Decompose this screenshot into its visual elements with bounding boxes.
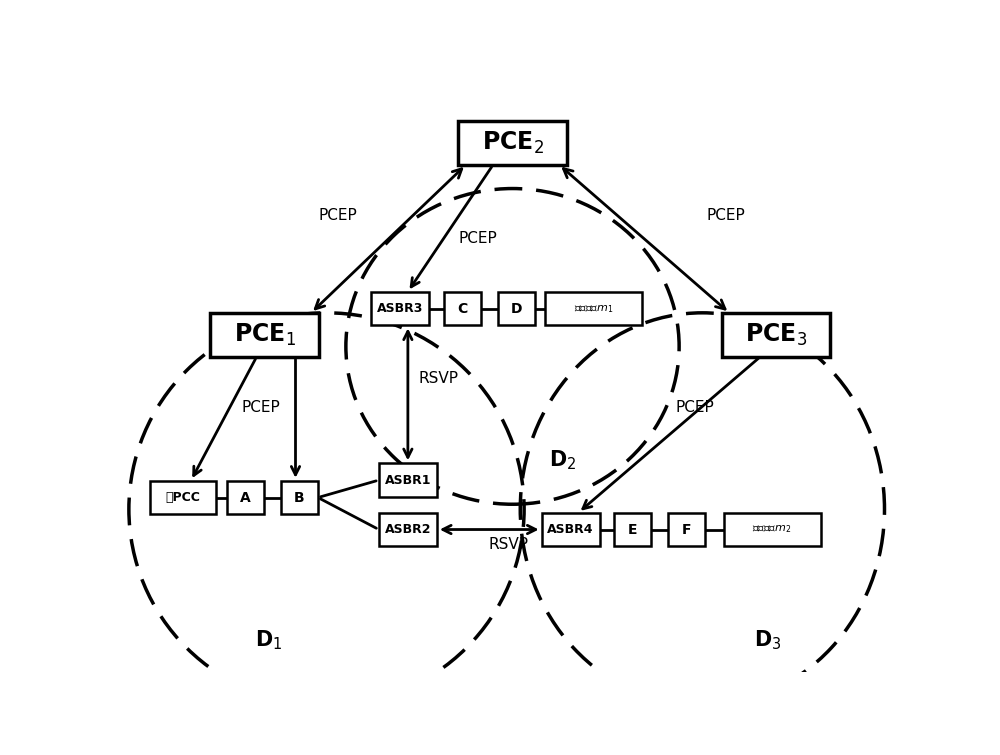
Text: $\mathbf{D}_1$: $\mathbf{D}_1$	[255, 628, 282, 652]
FancyBboxPatch shape	[210, 313, 319, 356]
FancyBboxPatch shape	[545, 291, 642, 325]
Text: $\mathbf{D}_3$: $\mathbf{D}_3$	[754, 628, 782, 652]
FancyBboxPatch shape	[724, 513, 821, 547]
Text: $\mathbf{PCE}_2$: $\mathbf{PCE}_2$	[482, 130, 543, 156]
Text: ASBR3: ASBR3	[377, 302, 423, 315]
FancyBboxPatch shape	[150, 481, 216, 514]
Text: A: A	[240, 491, 250, 504]
Text: C: C	[457, 301, 467, 316]
Text: B: B	[294, 491, 305, 504]
Text: $\mathbf{PCE}_1$: $\mathbf{PCE}_1$	[234, 322, 295, 348]
FancyBboxPatch shape	[668, 513, 705, 547]
FancyBboxPatch shape	[379, 513, 437, 547]
Text: 目的节点$m_2$: 目的节点$m_2$	[752, 524, 792, 535]
FancyBboxPatch shape	[281, 481, 318, 514]
Text: PCEP: PCEP	[458, 231, 497, 246]
Text: PCEP: PCEP	[319, 208, 358, 223]
Text: ASBR1: ASBR1	[385, 473, 431, 487]
FancyBboxPatch shape	[498, 291, 535, 325]
FancyBboxPatch shape	[722, 313, 830, 356]
FancyBboxPatch shape	[542, 513, 600, 547]
Text: RSVP: RSVP	[419, 371, 459, 386]
FancyBboxPatch shape	[458, 121, 567, 165]
Text: D: D	[511, 301, 522, 316]
FancyBboxPatch shape	[371, 291, 429, 325]
Text: PCEP: PCEP	[675, 400, 714, 415]
Text: F: F	[682, 522, 692, 537]
Text: 目的节点$m_1$: 目的节点$m_1$	[574, 303, 614, 315]
Text: 源PCC: 源PCC	[166, 491, 201, 504]
Text: ASBR4: ASBR4	[547, 523, 594, 536]
FancyBboxPatch shape	[444, 291, 481, 325]
Text: E: E	[628, 522, 637, 537]
Text: $\mathbf{D}_2$: $\mathbf{D}_2$	[549, 448, 577, 472]
FancyBboxPatch shape	[379, 464, 437, 497]
FancyBboxPatch shape	[614, 513, 651, 547]
Text: $\mathbf{PCE}_3$: $\mathbf{PCE}_3$	[745, 322, 807, 348]
Text: PCEP: PCEP	[706, 208, 745, 223]
Text: ASBR2: ASBR2	[385, 523, 431, 536]
FancyBboxPatch shape	[227, 481, 264, 514]
Text: PCEP: PCEP	[241, 400, 280, 415]
Text: RSVP: RSVP	[489, 537, 529, 552]
